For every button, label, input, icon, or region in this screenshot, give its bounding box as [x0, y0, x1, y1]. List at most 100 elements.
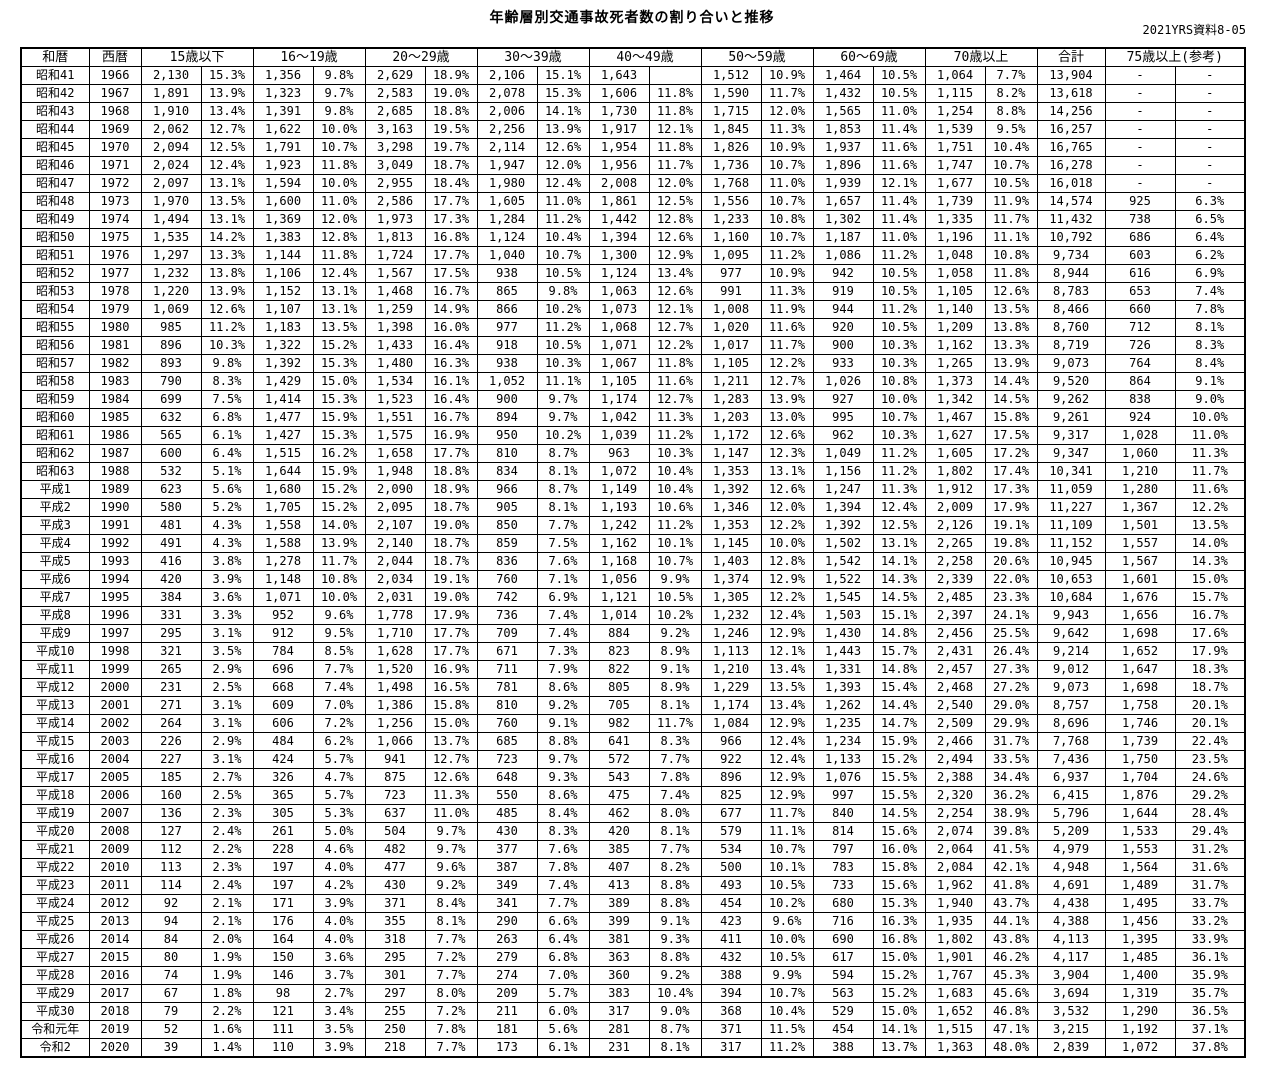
percent-cell: 7.7%: [984, 66, 1038, 85]
deaths-cell: 1,534: [364, 372, 426, 391]
deaths-cell: 1,710: [364, 624, 426, 643]
deaths-cell: 1,802: [924, 930, 986, 949]
percent-cell: 45.3%: [984, 966, 1038, 985]
deaths-cell: 1,071: [252, 588, 314, 607]
deaths-cell: 1,503: [812, 606, 874, 625]
deaths-cell: 11.0%: [1174, 426, 1246, 445]
era-cell: 令和元年: [20, 1020, 90, 1039]
total-cell: 4,979: [1036, 840, 1106, 859]
era-cell: 令和2: [20, 1038, 90, 1058]
deaths-cell: 1,174: [700, 696, 762, 715]
deaths-cell: 171: [252, 894, 314, 913]
deaths-cell: 481: [140, 516, 202, 535]
percent-cell: 11.8%: [984, 264, 1038, 283]
percent-cell: 12.8%: [312, 228, 366, 247]
percent-cell: 925: [1104, 192, 1176, 211]
col-header-age-group-6: 60〜69歳: [812, 47, 926, 67]
percent-cell: 5.7%: [536, 984, 590, 1003]
percent-cell: 10.5%: [872, 282, 926, 301]
deaths-cell: 997: [812, 786, 874, 805]
percent-cell: 11.1%: [984, 228, 1038, 247]
deaths-cell: 1,962: [924, 876, 986, 895]
table-row: 平成17 2005 185 2.7% 326 4.7% 875 12.6% 648 9.3% 543…: [20, 768, 1246, 787]
deaths-cell: 1,705: [252, 498, 314, 517]
deaths-cell: 420: [140, 570, 202, 589]
percent-cell: 1,601: [1104, 570, 1176, 589]
table-row: 昭和58 1983 790 8.3% 1,429 15.0% 1,534 16.1% 1,052…: [20, 372, 1246, 391]
percent-cell: 7.7%: [536, 516, 590, 535]
year-cell: 1997: [88, 624, 142, 643]
percent-cell: 11.4%: [872, 210, 926, 229]
deaths-cell: 2,078: [476, 84, 538, 103]
col-header-age-group-2: 20〜29歳: [364, 47, 478, 67]
percent-cell: 9.2%: [536, 696, 590, 715]
percent-cell: 11.3%: [648, 408, 702, 427]
deaths-cell: 572: [588, 750, 650, 769]
deaths-cell: 705: [588, 696, 650, 715]
deaths-cell: 1,853: [812, 120, 874, 139]
percent-cell: 19.0%: [424, 516, 478, 535]
percent-cell: 15.3%: [200, 66, 254, 85]
deaths-cell: 387: [476, 858, 538, 877]
total-cell: 9,347: [1036, 444, 1106, 463]
percent-cell: 10.2%: [536, 300, 590, 319]
deaths-cell: 12.2%: [1174, 498, 1246, 517]
col-header-era: 和暦: [20, 47, 90, 67]
deaths-cell: 2,258: [924, 552, 986, 571]
table-row: 昭和63 1988 532 5.1% 1,644 15.9% 1,948 18.8% 834 8.…: [20, 462, 1246, 481]
percent-cell: 1,652: [1104, 642, 1176, 661]
percent-cell: 12.0%: [760, 102, 814, 121]
deaths-cell: 648: [476, 768, 538, 787]
deaths-cell: 1,026: [812, 372, 874, 391]
deaths-cell: 14.3%: [1174, 552, 1246, 571]
deaths-cell: 963: [588, 444, 650, 463]
percent-cell: 7.7%: [424, 930, 478, 949]
col-header-year: 西暦: [88, 47, 142, 67]
deaths-cell: 295: [364, 948, 426, 967]
era-cell: 平成25: [20, 912, 90, 931]
deaths-cell: 825: [700, 786, 762, 805]
deaths-cell: 1,140: [924, 300, 986, 319]
percent-cell: 17.2%: [984, 444, 1038, 463]
percent-cell: 15.2%: [872, 750, 926, 769]
deaths-cell: 1,477: [252, 408, 314, 427]
deaths-cell: 454: [812, 1020, 874, 1039]
percent-cell: 1,750: [1104, 750, 1176, 769]
deaths-cell: 1,353: [700, 516, 762, 535]
total-cell: 8,757: [1036, 696, 1106, 715]
percent-cell: 13.1%: [872, 534, 926, 553]
total-cell: 10,684: [1036, 588, 1106, 607]
percent-cell: 45.6%: [984, 984, 1038, 1003]
deaths-cell: 2,097: [140, 174, 202, 193]
deaths-cell: 1,429: [252, 372, 314, 391]
table-row: 令和元年 2019 52 1.6% 111 3.5% 250 7.8% 181 5.6% 281 8.…: [20, 1020, 1246, 1039]
deaths-cell: 1,901: [924, 948, 986, 967]
table-row: 昭和44 1969 2,062 12.7% 1,622 10.0% 3,163 19.5% 2,…: [20, 120, 1246, 139]
era-cell: 昭和45: [20, 138, 90, 157]
deaths-cell: 1,394: [588, 228, 650, 247]
percent-cell: 11.8%: [648, 102, 702, 121]
percent-cell: 9.2%: [648, 966, 702, 985]
deaths-cell: 31.6%: [1174, 858, 1246, 877]
deaths-cell: 37.1%: [1174, 1020, 1246, 1039]
percent-cell: 14.2%: [200, 228, 254, 247]
era-cell: 平成24: [20, 894, 90, 913]
deaths-cell: 918: [476, 336, 538, 355]
percent-cell: 5.7%: [312, 786, 366, 805]
percent-cell: 838: [1104, 390, 1176, 409]
percent-cell: 16.8%: [424, 228, 478, 247]
deaths-cell: 6.3%: [1174, 192, 1246, 211]
deaths-cell: 1,121: [588, 588, 650, 607]
deaths-cell: 823: [588, 642, 650, 661]
percent-cell: 9.7%: [424, 840, 478, 859]
deaths-cell: 680: [812, 894, 874, 913]
total-cell: 8,696: [1036, 714, 1106, 733]
percent-cell: 12.4%: [760, 732, 814, 751]
deaths-cell: 407: [588, 858, 650, 877]
year-cell: 1999: [88, 660, 142, 679]
percent-cell: 8.8%: [984, 102, 1038, 121]
total-cell: 8,466: [1036, 300, 1106, 319]
percent-cell: 8.2%: [984, 84, 1038, 103]
percent-cell: 13.1%: [312, 282, 366, 301]
deaths-cell: 121: [252, 1002, 314, 1021]
